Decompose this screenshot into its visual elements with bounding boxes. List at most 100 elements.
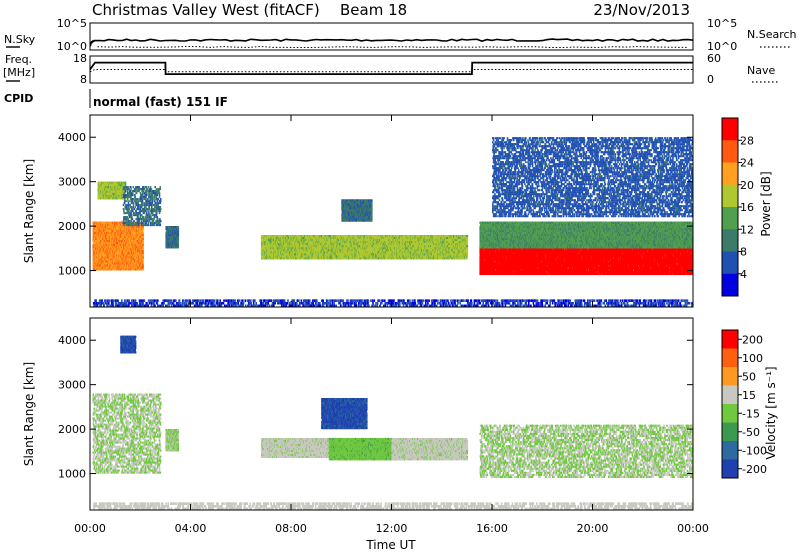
heatmap-cell [101,244,104,247]
heatmap-cell [123,242,126,244]
heatmap-cell [100,229,102,232]
heatmap-cell [155,222,158,225]
heatmap-cell [156,212,158,215]
heatmap-cell [150,188,153,191]
heatmap-cell [135,225,137,228]
heatmap-cell [130,214,132,217]
heatmap-cell [92,260,95,263]
heatmap-cell [157,224,159,227]
nsky-label: N.Sky [4,33,36,46]
heatmap-cell [133,198,135,201]
heatmap-cell [135,210,137,213]
heatmap-cell [123,252,125,255]
power-heatmap [92,137,693,307]
heatmap-cell [140,206,143,209]
heatmap-cell [149,214,151,217]
heatmap-cell [97,231,100,234]
heatmap-cell [142,202,144,205]
heatmap-cell [142,242,144,244]
freq-ytick-bottom: 8 [80,73,87,86]
heatmap-cell [144,198,147,201]
heatmap-cell [142,186,145,189]
heatmap-cell [137,200,140,203]
heatmap-cell [132,208,134,211]
heatmap-cell [138,190,140,193]
heatmap-cell [143,202,146,205]
heatmap-cell [151,200,154,203]
heatmap-cell [132,186,134,189]
heatmap-cell [135,192,138,195]
heatmap-cell [132,222,134,225]
heatmap-cell [142,266,144,269]
heatmap-cell [145,206,147,209]
heatmap-cell [128,268,131,271]
heatmap-cell [123,198,126,201]
heatmap-cell [92,258,95,261]
heatmap-cell [143,218,145,221]
heatmap-cell [142,238,144,240]
heatmap-cell [158,190,160,193]
heatmap-cell [177,240,180,243]
heatmap-cell [119,240,121,242]
heatmap-cell [133,208,136,211]
heatmap-cell [142,198,144,201]
heatmap-cell [143,188,146,191]
heatmap-cell [159,208,162,211]
heatmap-cell [127,186,129,189]
heatmap-cell [142,256,144,259]
heatmap-cell [125,206,128,209]
heatmap-cell [177,234,180,237]
heatmap-cell [128,208,131,211]
heatmap-cell [97,252,99,255]
heatmap-cell [137,206,140,209]
heatmap-cell [153,224,156,227]
heatmap-cell [113,225,115,228]
heatmap-cell [145,186,148,189]
heatmap-cell [159,188,162,191]
heatmap-cell [151,196,154,199]
heatmap-cell [155,214,158,217]
heatmap-cell [105,262,108,265]
heatmap-cell [148,208,151,211]
heatmap-cell [142,194,144,197]
heatmap-cell [150,200,152,203]
heatmap-cell [123,220,125,223]
heatmap-cell [115,246,118,249]
heatmap-cell [94,266,97,269]
freq-series-line [89,61,693,75]
freq-label-line1: Freq. [5,53,32,66]
heatmap-cell [115,262,118,265]
heatmap-cell [177,242,180,245]
heatmap-cell [137,214,140,217]
heatmap-cell [147,222,150,225]
beam-label: Beam 18 [340,1,407,19]
heatmap-cell [139,212,141,215]
heatmap-cell [128,200,130,203]
heatmap-region [97,181,127,200]
heatmap-cell [149,186,152,189]
heatmap-cell [145,196,147,199]
heatmap-cell [135,260,138,263]
heatmap-cell [124,181,127,184]
nave-label: Nave [747,64,775,77]
heatmap-cell [142,254,144,257]
heatmap-cell [151,194,154,197]
heatmap-cell [145,222,148,225]
heatmap-cell [131,218,134,221]
heatmap-cell [177,228,180,231]
heatmap-cell [142,252,144,255]
freq-ytick-top: 18 [73,52,87,65]
heatmap-cell [95,235,97,238]
heatmap-cell [147,198,149,201]
heatmap-cell [156,216,159,219]
heatmap-cell [146,212,148,215]
heatmap-region [122,186,162,227]
heatmap-cell [146,188,148,191]
heatmap-cell [156,194,159,197]
heatmap-cell [155,188,158,191]
heatmap-cell [92,264,95,267]
heatmap-cell [142,250,144,253]
heatmap-cell [158,192,161,195]
heatmap-cell [126,216,129,219]
heatmap-cell [138,186,140,189]
